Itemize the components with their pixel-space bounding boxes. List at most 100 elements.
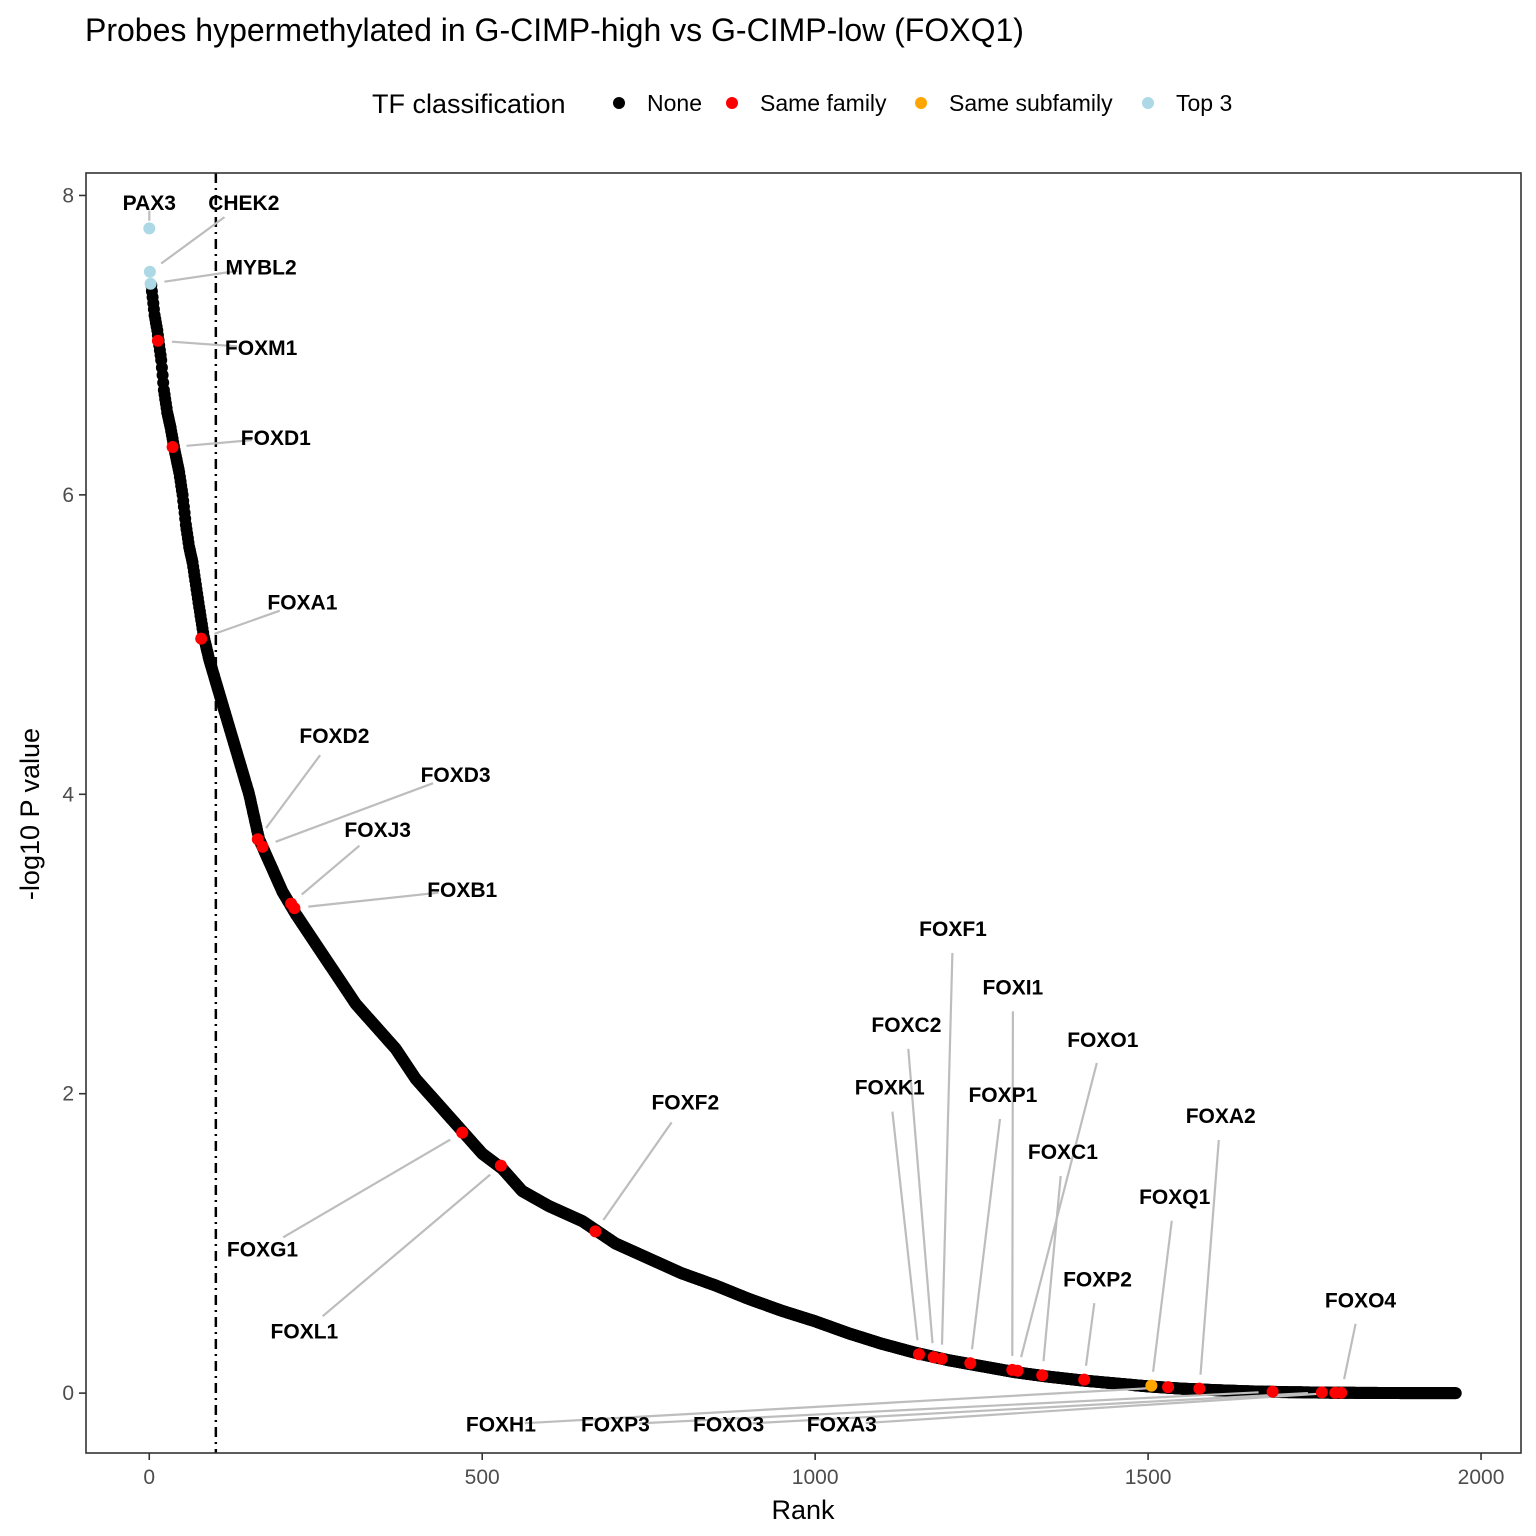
legend-label-2: Same subfamily	[949, 90, 1113, 116]
point-foxo3	[1315, 1386, 1328, 1399]
connector-foxp3	[639, 1391, 1259, 1425]
point-foxq1	[1145, 1379, 1158, 1392]
point-foxc1	[1036, 1369, 1049, 1382]
legend: TF classification None Same family Same su…	[372, 89, 1232, 119]
connector-mybl2	[164, 269, 238, 283]
label-foxd3: FOXD3	[421, 764, 491, 787]
legend-key-3	[1142, 97, 1154, 109]
point-chek2	[143, 265, 156, 278]
label-foxa1: FOXA1	[267, 592, 337, 615]
label-connectors	[148, 210, 1357, 1425]
label-foxf1: FOXF1	[919, 918, 987, 941]
connector-foxd3	[275, 782, 434, 843]
connector-foxk1	[891, 1111, 919, 1341]
point-pax3	[143, 222, 156, 235]
point-foxf1	[935, 1352, 948, 1365]
point-foxp3	[1266, 1385, 1279, 1398]
label-foxa3: FOXA3	[807, 1414, 877, 1437]
label-chek2: CHEK2	[208, 192, 279, 215]
point-foxp1	[964, 1357, 977, 1370]
point-foxp2	[1078, 1373, 1091, 1386]
legend-key-0	[613, 97, 625, 109]
label-foxd1: FOXD1	[241, 427, 311, 450]
legend-label-3: Top 3	[1176, 90, 1232, 116]
connector-foxh1	[524, 1386, 1155, 1425]
connector-foxp1	[970, 1118, 1002, 1350]
x-tick-label-500: 500	[465, 1466, 500, 1489]
connector-foxb1	[308, 891, 439, 908]
chart-title: Probes hypermethylated in G-CIMP-high vs…	[85, 12, 1024, 48]
y-tick-label-4: 4	[62, 783, 74, 806]
x-tick-label-1000: 1000	[792, 1466, 839, 1489]
connector-foxc1	[1042, 1175, 1062, 1362]
point-foxl1	[494, 1159, 507, 1172]
label-foxk1: FOXK1	[855, 1077, 925, 1100]
connector-foxg1	[282, 1138, 451, 1239]
connector-foxq1	[1152, 1220, 1173, 1372]
label-foxo1: FOXO1	[1067, 1029, 1139, 1052]
point-foxf2	[589, 1225, 602, 1238]
connector-foxm1	[171, 340, 238, 348]
point-foxo1	[1011, 1364, 1024, 1377]
point-none	[1449, 1387, 1462, 1400]
label-foxo3: FOXO3	[693, 1414, 764, 1437]
y-tick-label-0: 0	[62, 1382, 74, 1405]
point-foxh1	[1162, 1381, 1175, 1394]
connector-foxj3	[301, 844, 361, 896]
connector-foxa3	[865, 1392, 1322, 1425]
gene-labels: PAX3 CHEK2 MYBL2 FOXM1 FOXD1 FOXA1 FOXD2 FOXD3 F…	[123, 192, 1397, 1437]
y-tick-label-6: 6	[62, 484, 74, 507]
point-mybl2	[144, 277, 157, 290]
connector-foxa1	[214, 609, 281, 635]
connector-foxo3	[752, 1392, 1308, 1425]
label-foxb1: FOXB1	[427, 879, 497, 902]
legend-label-1: Same family	[760, 90, 887, 116]
connector-foxd2	[265, 754, 321, 829]
connector-foxo1	[1020, 1062, 1098, 1358]
label-mybl2: MYBL2	[226, 256, 297, 279]
connector-foxf1	[940, 952, 954, 1345]
label-foxo4: FOXO4	[1325, 1289, 1397, 1312]
plot-panel-border	[85, 172, 1522, 1454]
point-foxa2	[1193, 1382, 1206, 1395]
connector-foxf2	[602, 1121, 673, 1221]
label-foxp3: FOXP3	[581, 1414, 650, 1437]
label-foxq1: FOXQ1	[1139, 1186, 1211, 1209]
label-foxj3: FOXJ3	[344, 819, 411, 842]
point-foxo4	[1335, 1386, 1348, 1399]
point-foxa1	[195, 632, 208, 645]
label-foxp1: FOXP1	[968, 1084, 1037, 1107]
connector-foxc2	[907, 1048, 934, 1344]
point-foxm1	[151, 334, 164, 347]
point-foxg1	[456, 1126, 469, 1139]
label-foxf2: FOXF2	[651, 1092, 719, 1115]
label-foxd2: FOXD2	[299, 725, 369, 748]
point-foxd3	[256, 840, 269, 853]
x-tick-label-2000: 2000	[1458, 1466, 1505, 1489]
connector-foxp2	[1084, 1302, 1096, 1366]
label-foxh1: FOXH1	[466, 1414, 536, 1437]
point-foxd1	[166, 441, 179, 453]
label-foxm1: FOXM1	[225, 337, 298, 360]
label-foxc2: FOXC2	[871, 1014, 941, 1037]
legend-key-1	[726, 97, 738, 109]
y-tick-label-8: 8	[62, 184, 74, 207]
point-foxb1	[288, 902, 301, 915]
series-highlighted	[143, 222, 1348, 1399]
x-tick-label-0: 0	[143, 1466, 155, 1489]
connector-foxo4	[1343, 1323, 1357, 1380]
connector-foxa2	[1199, 1140, 1220, 1375]
label-foxa2: FOXA2	[1186, 1105, 1256, 1128]
point-foxk1	[913, 1348, 925, 1361]
legend-key-2	[915, 97, 927, 109]
label-foxi1: FOXI1	[983, 976, 1044, 999]
label-foxp2: FOXP2	[1063, 1268, 1132, 1291]
legend-title: TF classification	[372, 89, 566, 119]
x-tick-label-1500: 1500	[1125, 1466, 1172, 1489]
series-none	[145, 279, 1462, 1400]
y-tick-label-2: 2	[62, 1083, 74, 1106]
label-pax3: PAX3	[123, 192, 176, 215]
x-axis-title: Rank	[771, 1495, 835, 1525]
y-axis-title: -log10 P value	[15, 728, 45, 900]
